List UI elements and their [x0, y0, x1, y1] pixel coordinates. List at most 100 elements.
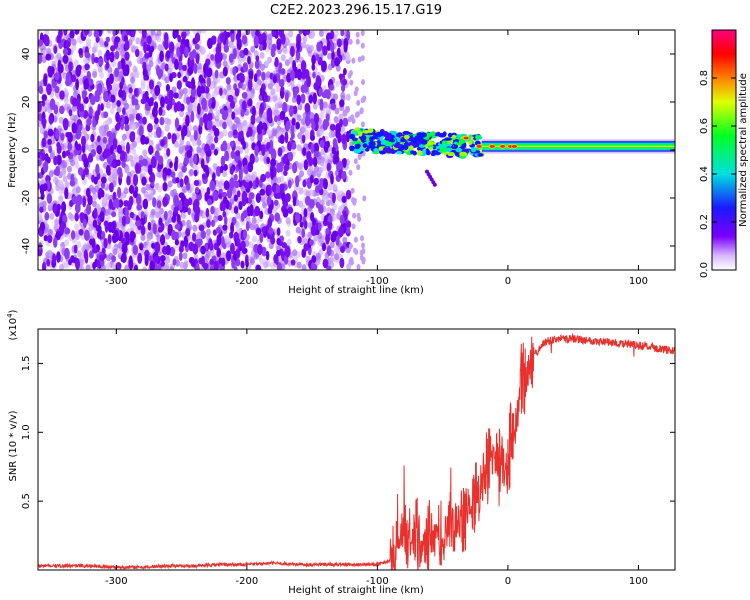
spectrogram-noise-cell [219, 87, 223, 96]
spectrogram-noise-cell [157, 264, 162, 270]
spectrogram-noise-cell [323, 120, 330, 128]
spectrogram-noise-cell [277, 97, 283, 105]
spectrogram-noise-cell [88, 217, 94, 224]
spectrogram-noise-cell [121, 252, 127, 264]
spectrogram-noise-cell [168, 41, 175, 54]
spectrogram-noise-cell [130, 160, 136, 167]
spectrogram-noise-cell [111, 255, 117, 263]
spectrogram-noise-cell [173, 206, 178, 214]
spectrogram-noise-cell [114, 67, 120, 78]
spectrogram-noise-cell [221, 191, 228, 198]
spectrogram-noise-cell [247, 196, 253, 204]
spectrogram-noise-cell [187, 124, 193, 132]
snr-panel: -300 -200 -100 0 100 0.5 1.0 1.5 Height of stra… [6, 309, 676, 596]
spectrogram-noise-cell [250, 30, 256, 37]
spectrogram-noise-cell [273, 109, 279, 116]
spectrogram-noise-cell [128, 184, 135, 195]
spectrogram-noise-cell [304, 195, 311, 206]
spectrogram-noise-cell [128, 103, 134, 111]
spectrogram-noise-cell [87, 194, 93, 206]
spectrogram-noise-cell [53, 45, 58, 54]
spectrogram-noise-cell [63, 30, 68, 36]
spectrogram-noise-cell [111, 211, 117, 218]
spectrogram-noise-cell [53, 155, 58, 166]
spectrogram-noise-cell [121, 159, 126, 169]
spectrogram-noise-cell [124, 231, 130, 239]
tracking-cell [367, 144, 376, 149]
spectrogram-noise-cell [105, 164, 111, 176]
spectrogram-noise-cell [259, 154, 265, 162]
spectrogram-noise-cell [93, 41, 99, 49]
spectrogram-noise-cell [207, 37, 213, 50]
spectrogram-noise-cell [267, 217, 273, 228]
spectrogram-noise-cell [268, 204, 273, 211]
spectrogram-noise-cell [93, 56, 100, 64]
spectrogram-noise-cell [85, 187, 91, 198]
spectrogram-noise-cell [124, 166, 130, 174]
spectrogram-noise-cell [71, 122, 77, 134]
spectrogram-noise-cell [209, 180, 216, 191]
spectrogram-noise-cell [195, 263, 200, 270]
spectrogram-noise-cell [167, 180, 173, 188]
spectrogram-noise-cell [142, 198, 149, 210]
spectrogram-noise-cell [160, 139, 166, 147]
tracking-cell [430, 152, 436, 157]
tracking-cell [430, 131, 436, 136]
spectrogram-noise-cell [304, 114, 311, 127]
colorbar-ticks: 0.0 0.2 0.4 0.6 0.8 [699, 70, 736, 278]
spectrogram-noise-cell [224, 235, 230, 243]
spectrogram-noise-cell [181, 165, 187, 173]
spectrogram-noise-cell [110, 94, 116, 103]
tracking-cell [404, 134, 410, 140]
spectrogram-noise-cell [80, 135, 87, 147]
spectrogram-noise-cell [154, 84, 161, 97]
spectrogram-noise-cell [236, 190, 241, 198]
spectrogram-noise-cell [120, 225, 126, 233]
spectrogram-noise-cell [122, 107, 126, 116]
spectrogram-noise-cell [41, 137, 47, 148]
spectrogram-noise-cell [140, 98, 146, 105]
spectrogram-noise-cell [268, 147, 274, 155]
spectrogram-noise-cell [146, 234, 152, 242]
tracking-cell [385, 140, 390, 145]
spectrogram-noise-cell [42, 117, 47, 129]
spectrogram-noise-cell [164, 63, 169, 72]
spectrogram-noise-cell [101, 247, 106, 254]
spectrogram-noise-cell [360, 235, 364, 242]
spectrogram-noise-cell [227, 130, 233, 138]
spectrogram-noise-cell [83, 243, 89, 251]
spectrogram-noise-cell [221, 257, 226, 267]
spectrogram-noise-cell [178, 171, 184, 178]
spectrogram-noise-cell [179, 110, 184, 118]
spectrogram-noise-cell [55, 231, 62, 239]
tracking-cell [420, 139, 428, 145]
spectrogram-noise-cell [225, 250, 232, 262]
spectrogram-noise-cell [291, 117, 296, 126]
spectrogram-noise-cell [121, 242, 128, 255]
spectrogram-noise-cell [353, 158, 358, 165]
spectrogram-noise-cell [238, 169, 243, 182]
spectrogram-noise-cell [62, 161, 68, 169]
spectrogram-noise-cell [101, 231, 106, 240]
tracking-cell [428, 147, 434, 151]
spectrogram-noise-cell [265, 250, 270, 261]
spectrogram-noise-cell [223, 216, 228, 226]
spectrogram-noise-cell [208, 238, 213, 248]
spectrogram-noise-cell [143, 41, 148, 54]
spectrogram-noise-cell [274, 102, 280, 110]
spectrogram-noise-cell [136, 163, 142, 174]
spectrogram-noise-cell [222, 164, 228, 171]
spectrogram-noise-cell [201, 30, 207, 34]
spectrogram-noise-cell [81, 91, 86, 100]
spectrogram-noise-cell [119, 154, 125, 162]
spectrogram-noise-cell [335, 129, 341, 139]
spectrogram-noise-cell [310, 262, 315, 270]
spectrogram-noise-cell [47, 249, 53, 257]
spectrogram-noise-cell [280, 86, 285, 93]
spectrogram-noise-cell [100, 103, 104, 112]
spectrogram-noise-cell [319, 112, 325, 120]
spectrogram-noise-cell [136, 204, 143, 211]
spectrogram-noise-cell [247, 55, 251, 65]
spectrogram-noise-cell [309, 112, 315, 119]
spectrogram-noise-cell [140, 211, 145, 219]
